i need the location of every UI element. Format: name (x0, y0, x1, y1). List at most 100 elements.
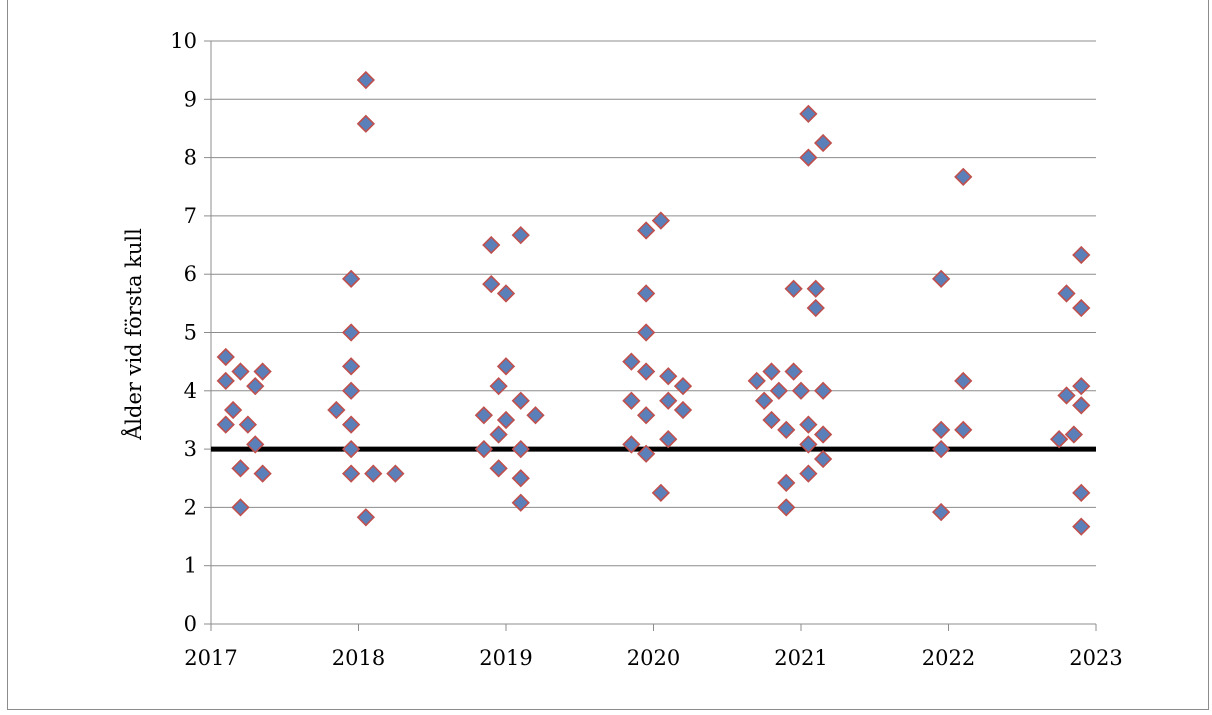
data-point (1072, 377, 1091, 396)
data-point (784, 279, 803, 298)
data-point (813, 449, 833, 469)
data-point (673, 400, 693, 420)
data-point (799, 464, 818, 483)
data-point (636, 323, 656, 342)
data-point (216, 347, 235, 367)
data-point (511, 226, 530, 245)
y-tick-label: 6 (184, 262, 197, 286)
data-point (1072, 483, 1091, 502)
x-tick-label: 2019 (479, 646, 532, 670)
data-point (231, 459, 250, 478)
data-point (806, 298, 825, 318)
data-point (754, 391, 774, 410)
data-point (813, 133, 833, 153)
data-point (231, 362, 250, 381)
data-point (622, 352, 641, 371)
data-point (356, 70, 376, 90)
data-point (496, 410, 516, 430)
data-point (799, 435, 818, 454)
data-point (489, 425, 508, 444)
data-point (364, 464, 383, 483)
data-point (651, 211, 671, 230)
data-point (1072, 298, 1091, 318)
data-point (1064, 425, 1084, 444)
data-point (231, 498, 250, 517)
data-point (673, 377, 693, 396)
x-tick-label: 2021 (774, 646, 827, 670)
x-tick-label: 2020 (627, 646, 680, 670)
data-point (511, 439, 530, 459)
data-point (341, 439, 361, 459)
y-tick-label: 2 (184, 495, 197, 519)
data-point (496, 357, 516, 376)
data-point (216, 371, 235, 391)
data-point (954, 420, 973, 439)
data-point (636, 284, 656, 303)
data-point (622, 391, 641, 410)
x-tick-label: 2023 (1069, 646, 1122, 670)
y-tick-label: 3 (184, 437, 197, 461)
x-tick-label: 2018 (332, 646, 385, 670)
data-point (356, 114, 376, 133)
x-tick-label: 2022 (922, 646, 975, 670)
data-point (216, 415, 235, 434)
data-point (341, 357, 361, 376)
data-point (386, 464, 405, 483)
data-point (1072, 245, 1091, 265)
data-point (777, 420, 796, 439)
data-point (223, 400, 243, 420)
data-point (1057, 386, 1076, 405)
data-point (511, 469, 530, 488)
data-point (791, 381, 811, 400)
data-point (636, 221, 656, 240)
data-point (954, 371, 973, 391)
axes (210, 41, 1097, 631)
data-point (474, 406, 494, 425)
y-tick-label: 5 (184, 321, 197, 345)
data-point (327, 400, 346, 420)
data-point (489, 459, 508, 478)
data-point (636, 444, 656, 463)
data-point (777, 498, 796, 517)
y-tick-label: 1 (184, 554, 197, 578)
data-point (482, 235, 501, 255)
data-point (931, 439, 951, 459)
data-point (622, 435, 641, 454)
y-tick-label: 0 (184, 612, 197, 636)
x-tick-labels: 2017 2018 2019 2020 2021 2022 2023 (184, 646, 1122, 670)
data-point (769, 381, 789, 400)
data-point (777, 473, 796, 493)
data-point (246, 377, 265, 396)
y-tick-label: 9 (184, 87, 197, 111)
data-point (253, 464, 272, 483)
data-point (931, 502, 951, 522)
data-point (762, 410, 781, 430)
data-point (799, 148, 818, 167)
data-point (784, 362, 803, 381)
data-point (511, 391, 530, 410)
data-point (489, 377, 508, 396)
data-point (954, 167, 973, 186)
data-point (526, 406, 545, 425)
chart-frame (7, 0, 1209, 710)
data-point (511, 493, 530, 512)
data-point (246, 435, 265, 454)
data-point (482, 274, 501, 294)
data-point (1072, 517, 1091, 536)
data-point (341, 323, 361, 342)
y-tick-label: 4 (184, 379, 197, 403)
y-tick-label: 8 (184, 146, 197, 170)
data-point (341, 381, 361, 400)
data-point (762, 362, 781, 381)
data-point (813, 381, 833, 400)
data-point (341, 415, 361, 434)
data-point (341, 269, 361, 288)
data-point (747, 371, 766, 391)
data-point (806, 279, 825, 298)
data-point (1049, 430, 1069, 449)
y-tick-label: 7 (184, 204, 197, 228)
data-point (496, 284, 516, 303)
data-point (356, 508, 376, 527)
data-points (216, 70, 1091, 536)
